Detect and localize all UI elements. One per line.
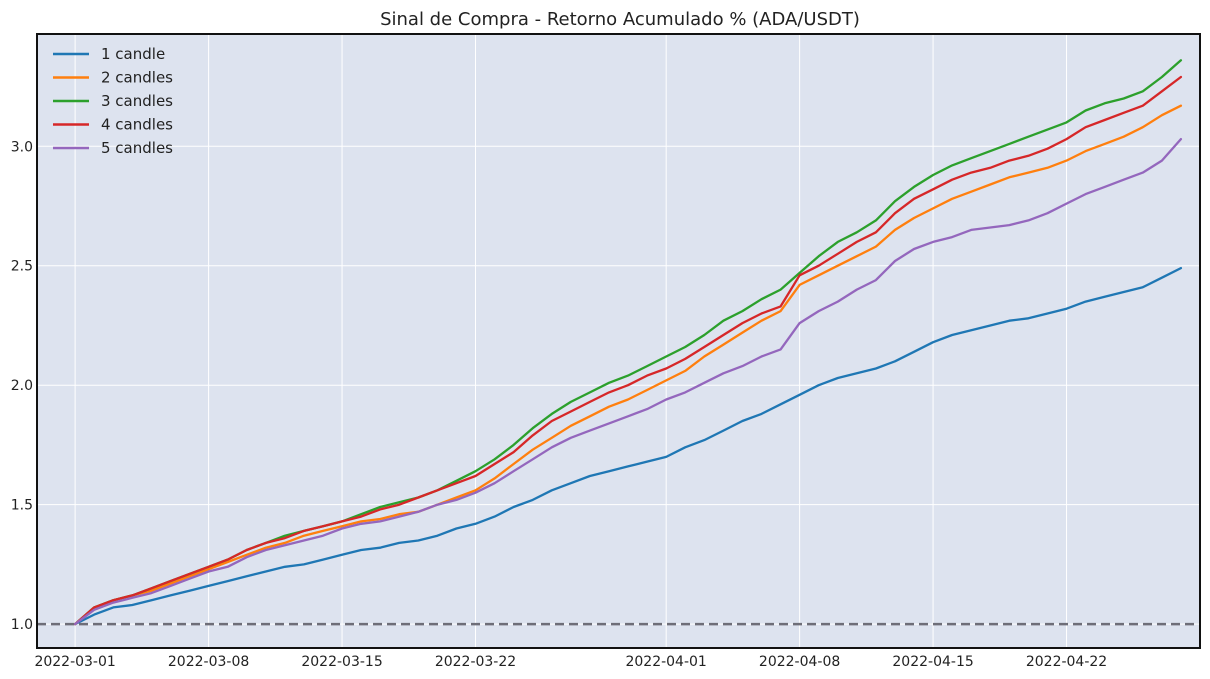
x-tick-label: 2022-04-01 xyxy=(625,654,706,670)
x-tick-label: 2022-04-15 xyxy=(892,654,973,670)
plot-frame xyxy=(36,33,1201,649)
x-axis-ticks: 2022-03-01 2022-03-08 2022-03-15 2022-03-22… xyxy=(34,654,1107,670)
y-tick-label: 1.0 xyxy=(11,617,33,633)
legend-label: 5 candles xyxy=(101,139,173,157)
series-line-1 xyxy=(73,266,1183,626)
y-tick-label: 1.5 xyxy=(11,498,33,514)
series-line-2 xyxy=(73,104,1183,626)
y-tick-label: 2.0 xyxy=(11,378,33,394)
series-line-5 xyxy=(73,137,1183,626)
x-tick-label: 2022-03-15 xyxy=(301,654,382,670)
y-tick-label: 2.5 xyxy=(11,259,33,275)
legend-label: 2 candles xyxy=(101,69,173,87)
x-tick-label: 2022-03-08 xyxy=(168,654,249,670)
legend: 1 candle 2 candles 3 candles 4 candles 5 can… xyxy=(53,45,173,157)
legend-label: 1 candle xyxy=(101,45,165,63)
series-layer xyxy=(73,59,1183,626)
y-tick-label: 3.0 xyxy=(11,139,33,155)
legend-label: 4 candles xyxy=(101,116,173,134)
series-line-4 xyxy=(73,75,1183,626)
x-tick-label: 2022-03-01 xyxy=(34,654,115,670)
x-tick-label: 2022-03-22 xyxy=(435,654,516,670)
y-axis-ticks: 1.0 1.5 2.0 2.5 3.0 xyxy=(11,139,33,633)
legend-label: 3 candles xyxy=(101,92,173,110)
x-tick-label: 2022-04-22 xyxy=(1026,654,1107,670)
x-tick-label: 2022-04-08 xyxy=(759,654,840,670)
plot-area xyxy=(37,34,1200,648)
chart-title: Sinal de Compra - Retorno Acumulado % (A… xyxy=(380,9,860,30)
